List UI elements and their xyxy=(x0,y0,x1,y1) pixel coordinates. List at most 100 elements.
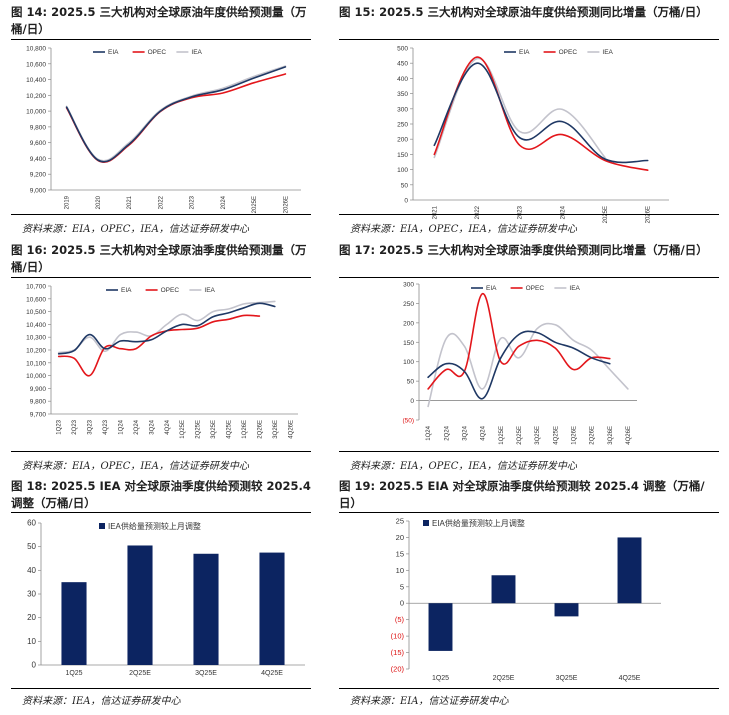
legend-label: EIA xyxy=(519,49,530,56)
x-tick-label: 2Q23 xyxy=(72,419,78,434)
chart-figure-18: 0 10 20 30 40 50 60 1Q25 2Q25E 3Q25E 4Q25E IEA供给量预测… xyxy=(27,519,305,677)
y-tick-label: 200 xyxy=(397,137,408,144)
x-tick-label: 4Q24 xyxy=(165,419,171,434)
x-tick-label: 2022 xyxy=(158,195,164,209)
y-tick-label: 5 xyxy=(400,582,404,591)
y-tick-label: 10,000 xyxy=(26,109,46,116)
x-tick-label: 1Q23 xyxy=(57,419,63,434)
y-tick-label: 0 xyxy=(32,661,37,670)
x-tick-label: 3Q24 xyxy=(462,425,468,440)
x-tick-label: 2Q25E xyxy=(517,426,523,445)
x-tick-label: 3Q25E xyxy=(535,426,541,445)
series-line xyxy=(65,66,287,163)
chart-figure-14: 9,000 9,200 9,400 9,600 9,800 10,000 10,200 10,… xyxy=(26,46,301,213)
y-tick-label: 250 xyxy=(403,301,414,308)
x-tick-label: 3Q25E xyxy=(211,420,217,439)
y-tick-label: 50 xyxy=(27,542,36,551)
bar xyxy=(554,603,579,617)
y-tick-label: 10,800 xyxy=(26,46,46,53)
series-line xyxy=(427,292,611,390)
series-line xyxy=(57,300,276,354)
y-tick-label: 10,700 xyxy=(26,284,46,291)
x-tick-label: 2022 xyxy=(475,205,481,219)
source-rule xyxy=(339,451,719,452)
y-tick-label: 100 xyxy=(397,167,408,174)
y-tick-label: 9,000 xyxy=(30,188,47,195)
y-tick-label: 400 xyxy=(397,76,408,83)
y-tick-label: 10 xyxy=(27,637,36,646)
x-tick-label: 2020 xyxy=(96,195,102,209)
x-tick-label: 2Q25E xyxy=(129,670,151,677)
series-line xyxy=(427,322,629,408)
x-tick-label: 4Q23 xyxy=(103,419,109,434)
source-note: 资料来源：EIA，OPEC，IEA，信达证券研发中心 xyxy=(22,224,249,235)
bar xyxy=(61,582,87,665)
figure-title: 图 17: 2025.5 三大机构对全球原油季度供给预测同比增量（万桶/日） xyxy=(339,243,708,257)
x-tick-label: 2019 xyxy=(65,195,71,209)
title-rule xyxy=(339,39,719,40)
x-tick-label: 2026E xyxy=(283,196,289,213)
x-tick-label: 1Q24 xyxy=(426,425,432,440)
y-tick-label: 10,400 xyxy=(26,77,46,84)
legend-swatch xyxy=(423,520,429,526)
y-tick-label: 10,400 xyxy=(26,322,46,329)
y-tick-label: 9,600 xyxy=(30,140,47,147)
x-tick-label: 3Q26E xyxy=(273,420,279,439)
x-tick-label: 4Q24 xyxy=(481,425,487,440)
y-tick-label: (20) xyxy=(391,665,405,674)
y-tick-label: (5) xyxy=(395,615,405,624)
chart-figure-19: (20) (15) (10) (5) 0 5 10 15 20 25 1Q25 2Q25E 3Q25E 4… xyxy=(391,517,661,682)
y-tick-label: 10 xyxy=(396,566,404,575)
x-tick-label: 3Q24 xyxy=(149,419,155,434)
source-note: 资料来源：EIA，OPEC，IEA，信达证券研发中心 xyxy=(350,224,577,235)
x-tick-label: 2Q26E xyxy=(257,420,263,439)
legend-label: OPEC xyxy=(559,49,578,56)
source-rule xyxy=(11,451,311,452)
y-tick-label: 350 xyxy=(397,91,408,98)
x-tick-label: 2024 xyxy=(221,195,227,209)
title-rule xyxy=(339,512,719,513)
x-tick-label: 2021 xyxy=(127,195,133,209)
x-tick-label: 1Q26E xyxy=(242,420,248,439)
bar xyxy=(259,552,285,665)
bar xyxy=(617,537,642,604)
x-tick-label: 3Q25E xyxy=(195,670,217,677)
y-tick-label: 10,600 xyxy=(26,61,46,68)
legend-label: IEA xyxy=(602,49,613,56)
legend-label: IEA xyxy=(569,285,580,292)
legend-label: EIA供给量预测较上月调整 xyxy=(432,518,525,528)
x-tick-label: 2025E xyxy=(252,196,258,213)
y-tick-label: 15 xyxy=(396,549,404,558)
y-tick-label: 0 xyxy=(404,198,408,205)
x-tick-label: 4Q25E xyxy=(261,670,283,677)
y-tick-label: 40 xyxy=(27,566,36,575)
y-tick-label: 150 xyxy=(397,152,408,159)
y-tick-label: 10,200 xyxy=(26,93,46,100)
y-tick-label: 9,800 xyxy=(30,124,47,131)
legend-label: OPEC xyxy=(526,285,545,292)
y-tick-label: 0 xyxy=(400,599,404,608)
y-tick-label: 60 xyxy=(27,519,36,528)
y-tick-label: 9,800 xyxy=(30,399,47,406)
source-rule xyxy=(339,688,719,689)
y-tick-label: 9,200 xyxy=(30,172,47,179)
y-tick-label: 50 xyxy=(401,182,409,189)
legend-swatch xyxy=(99,523,105,529)
x-tick-label: 2023 xyxy=(190,195,196,209)
y-tick-label: (50) xyxy=(402,418,414,425)
y-tick-label: 10,200 xyxy=(26,348,46,355)
legend-label: OPEC xyxy=(161,287,180,294)
title-rule xyxy=(11,39,311,40)
y-tick-label: 10,000 xyxy=(26,373,46,380)
y-tick-label: 10,600 xyxy=(26,296,46,303)
x-tick-label: 2Q25E xyxy=(493,675,515,682)
x-tick-label: 4Q26E xyxy=(288,420,294,439)
bar xyxy=(193,553,219,665)
x-tick-label: 1Q25 xyxy=(432,675,449,682)
x-tick-label: 3Q23 xyxy=(88,419,94,434)
source-note: 资料来源：EIA，OPEC，IEA，信达证券研发中心 xyxy=(350,461,577,472)
y-tick-label: 50 xyxy=(407,379,415,386)
figure-title: 图 18: 2025.5 IEA 对全球原油季度供给预测较 2025.4 调整（… xyxy=(11,479,311,510)
y-tick-label: 20 xyxy=(27,613,36,622)
x-tick-label: 3Q25E xyxy=(556,675,578,682)
